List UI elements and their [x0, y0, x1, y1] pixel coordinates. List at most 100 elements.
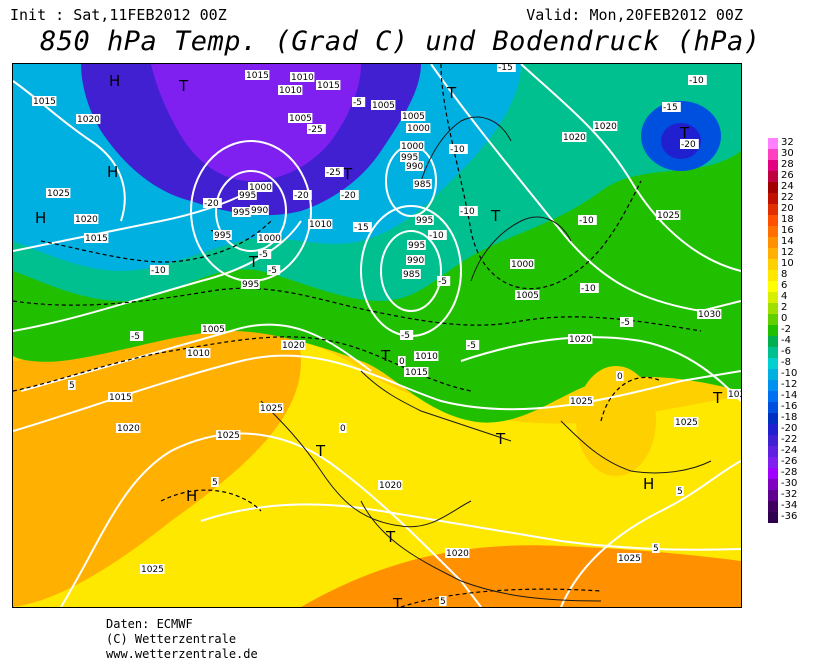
- legend-label: 0: [781, 313, 788, 324]
- high-low-labels: HTHHTTTTTTTTTHTHTT: [35, 72, 723, 607]
- legend-entry: 6: [764, 280, 814, 292]
- isobar-label: 1010: [309, 220, 332, 230]
- legend-entry: -32: [764, 489, 814, 501]
- isotherm-label: -15: [498, 64, 513, 73]
- isobar: [520, 64, 741, 272]
- legend-swatch: [768, 204, 778, 215]
- isobar-label: 1000: [401, 142, 424, 152]
- isobar-label: 985: [403, 270, 420, 280]
- isotherm-label-bg: [580, 283, 599, 293]
- legend-label: -6: [781, 346, 791, 357]
- isobar-label: 1025: [618, 554, 641, 564]
- isobar-label: 995: [408, 241, 425, 251]
- isobar-label-bg: [308, 219, 333, 229]
- pressure-center-label: H: [186, 487, 197, 505]
- isobar: [560, 460, 741, 607]
- isotherm: [160, 489, 262, 512]
- legend-entry: 24: [764, 181, 814, 193]
- isobar-label-bg: [116, 423, 141, 433]
- isobar-label-bg: [278, 85, 303, 95]
- legend-swatch: [768, 171, 778, 182]
- legend-label: -20: [781, 423, 798, 434]
- pressure-center-label: T: [178, 77, 189, 95]
- legend-label: 16: [781, 225, 794, 236]
- legend-swatch: [768, 182, 778, 193]
- isobar-low: [380, 230, 442, 312]
- legend-label: -8: [781, 357, 791, 368]
- legend-swatch: [768, 457, 778, 468]
- legend-swatch: [768, 402, 778, 413]
- isotherm-label-bg: [652, 543, 660, 553]
- isobar-label: 995: [214, 231, 231, 241]
- isobar-label: 995: [239, 191, 256, 201]
- isobar-label: 1000: [511, 260, 534, 270]
- isobar-label: 990: [251, 206, 268, 216]
- isotherm-label: 0: [340, 424, 346, 434]
- legend-entry: -8: [764, 357, 814, 369]
- isotherm-label: -15: [663, 103, 678, 113]
- cold-core: [151, 64, 361, 181]
- legend-label: 12: [781, 247, 794, 258]
- isotherm-label: -10: [581, 284, 596, 294]
- isobar-label-bg: [257, 233, 282, 243]
- legend-swatch: [768, 468, 778, 479]
- isobar-label: 1025: [657, 211, 680, 221]
- isobar-label-bg: [74, 214, 99, 224]
- isotherm-label: -5: [438, 277, 447, 287]
- legend-swatch: [768, 237, 778, 248]
- isobar-label-bg: [674, 417, 699, 427]
- isotherm-label: 5: [653, 544, 659, 554]
- legend-swatch: [768, 435, 778, 446]
- coastline: [260, 400, 472, 528]
- isobar-label: 1020: [117, 424, 140, 434]
- isobar-label: 1015: [317, 81, 340, 91]
- legend-entry: -34: [764, 500, 814, 512]
- legend-label: 2: [781, 302, 788, 313]
- isotherm-label: -10: [429, 231, 444, 241]
- isotherm-label-bg: [428, 230, 447, 240]
- legend-swatch: [768, 490, 778, 501]
- temperature-labels: -15 -10 -15 -20 -25 -5 -10 -25 -20 -20 -20 -15 -10 -1…: [68, 64, 707, 607]
- isobar-label: 995: [401, 153, 418, 163]
- isotherm-label-bg: [439, 596, 447, 606]
- legend-label: 10: [781, 258, 794, 269]
- isobar-label: 1030: [698, 310, 721, 320]
- isobar: [60, 432, 482, 607]
- isobar-label-bg: [406, 123, 431, 133]
- pressure-center-label: T: [385, 528, 396, 546]
- color-scale-legend: 32 30 28 26 24 22 20 18 16 14 12 10 8 6 4 2 0 -2 -4 -6 -8 -10…: [764, 137, 814, 533]
- legend-entry: -16: [764, 401, 814, 413]
- legend-label: 14: [781, 236, 794, 247]
- isobar-label: 102: [728, 390, 741, 400]
- valid-time: Valid: Mon,20FEB2012 00Z: [526, 6, 743, 24]
- isobar-label-bg: [568, 334, 593, 344]
- legend-label: -34: [781, 500, 798, 511]
- isotherm-label-bg: [307, 124, 326, 134]
- isotherm-label-bg: [150, 265, 169, 275]
- legend-label: 22: [781, 192, 794, 203]
- legend-entry: 22: [764, 192, 814, 204]
- legend-swatch: [768, 325, 778, 336]
- isobar-label: 995: [233, 208, 250, 218]
- isobar-label: 1015: [405, 368, 428, 378]
- legend-entry: 2: [764, 302, 814, 314]
- legend-swatch: [768, 259, 778, 270]
- isotherm: [40, 220, 272, 263]
- isotherm: [13, 336, 472, 392]
- isobar-label-bg: [400, 141, 425, 151]
- isotherm-label-bg: [203, 198, 222, 208]
- legend-swatch: [768, 347, 778, 358]
- pressure-center-label: H: [35, 209, 46, 227]
- isotherm-label: -20: [204, 199, 219, 209]
- isobar-label: 1025: [260, 404, 283, 414]
- isobar-label: 1010: [415, 352, 438, 362]
- isotherm-label: -5: [268, 266, 277, 276]
- isobar-label-bg: [241, 279, 260, 289]
- coastline: [360, 500, 602, 602]
- pressure-center-label: T: [315, 442, 326, 460]
- isobar-label: 1025: [570, 397, 593, 407]
- isotherm-label-bg: [578, 215, 597, 225]
- legend-swatch: [768, 226, 778, 237]
- legend-swatch: [768, 479, 778, 490]
- legend-swatch: [768, 446, 778, 457]
